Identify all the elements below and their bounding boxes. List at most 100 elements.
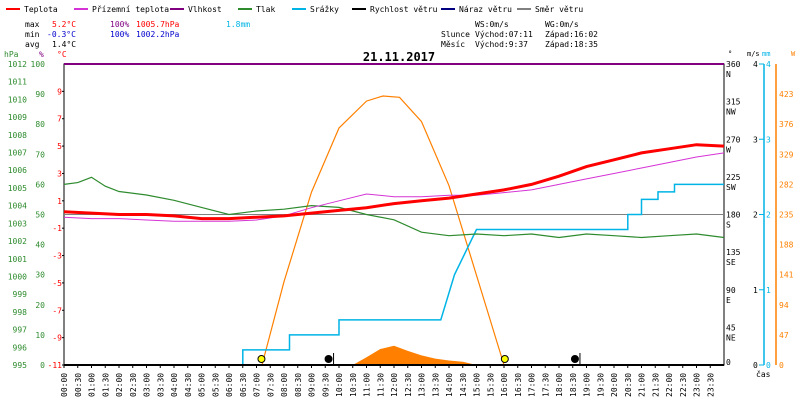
- x-tick-label: 20:30: [624, 373, 633, 397]
- sunset-info: Západ:16:02: [545, 30, 598, 39]
- x-tick-label: 18:00: [555, 373, 564, 397]
- sun-label: Slunce: [441, 30, 470, 39]
- stat-min-pressure: 1002.2hPa: [136, 30, 180, 39]
- direction-compass-label: N: [726, 70, 731, 79]
- x-tick-label: 14:30: [459, 373, 468, 397]
- legend-label-teplota: Teplota: [24, 5, 58, 14]
- solar-axis-label: W: [791, 50, 796, 58]
- rain-tick-label: 4: [766, 60, 771, 69]
- x-tick-label: 07:30: [266, 373, 275, 397]
- direction-tick-label: 0: [726, 358, 731, 367]
- direction-compass-label: NE: [726, 333, 736, 342]
- solar-tick-label: 0: [779, 361, 784, 370]
- legend-label-vlhkost: Vlhkost: [188, 5, 222, 14]
- sun-marker-icon: [500, 355, 509, 363]
- legend-label-srazky: Srážky: [310, 5, 339, 14]
- x-tick-label: 03:30: [156, 373, 165, 397]
- humidity-tick-label: 70: [35, 150, 45, 159]
- x-tick-label: 07:00: [253, 373, 262, 397]
- x-tick-label: 16:00: [500, 373, 509, 397]
- x-tick-label: 01:00: [88, 373, 97, 397]
- x-tick-label: 02:30: [129, 373, 138, 397]
- stat-min-temp: -0.3°C: [47, 30, 76, 39]
- moon-marker-icon: [570, 355, 579, 363]
- x-tick-label: 20:00: [610, 373, 619, 397]
- direction-tick-label: 270: [726, 135, 741, 144]
- solar-tick-label: 188: [779, 241, 794, 250]
- stat-max-pressure: 1005.7hPa: [136, 20, 180, 29]
- stat-max-rain: 1.8mm: [226, 20, 250, 29]
- humidity-tick-label: 20: [35, 301, 45, 310]
- pressure-tick-label: 1002: [8, 237, 27, 246]
- x-tick-label: 11:30: [376, 373, 385, 397]
- x-tick-label: 13:30: [431, 373, 440, 397]
- x-tick-label: 10:30: [349, 373, 358, 397]
- temperature-tick-label: -3: [52, 252, 62, 261]
- x-tick-label: 23:30: [706, 373, 715, 397]
- x-tick-label: 21:00: [638, 373, 647, 397]
- series-layer: [63, 63, 725, 366]
- wind-axis-label: m/s: [747, 50, 760, 58]
- rain-tick-label: 2: [766, 211, 771, 220]
- x-tick-label: 00:00: [60, 373, 69, 397]
- temperature-tick-label: -7: [52, 306, 62, 315]
- axis-ticks: hPa% °C9959969979989991000100110021003100…: [4, 50, 796, 397]
- legend-label-tlak: Tlak: [256, 5, 275, 14]
- humidity-tick-label: 10: [35, 331, 45, 340]
- x-tick-label: 04:30: [184, 373, 193, 397]
- direction-compass-label: E: [726, 296, 731, 305]
- legend-label-naraz-vetru: Náraz větru: [459, 5, 512, 14]
- direction-tick-label: 135: [726, 248, 741, 257]
- sunrise-info: Východ:07:11: [475, 30, 533, 39]
- humidity-tick-label: 100: [31, 60, 46, 69]
- info-panel: WS:0m/s WG:0m/s Slunce Východ:07:11 Zápa…: [441, 20, 598, 49]
- direction-tick-label: 45: [726, 323, 736, 332]
- humidity-tick-label: 40: [35, 241, 45, 250]
- x-tick-label: 00:30: [74, 373, 83, 397]
- wind-tick-label: 0: [753, 361, 758, 370]
- humidity-tick-label: 60: [35, 180, 45, 189]
- chart-title: 21.11.2017: [363, 50, 435, 64]
- solar-measured-area: [352, 345, 477, 365]
- pressure-tick-label: 1006: [8, 166, 27, 175]
- temperature-tick-label: 9: [57, 87, 62, 96]
- x-tick-label: 06:30: [239, 373, 248, 397]
- wind-tick-label: 4: [753, 60, 758, 69]
- pressure-tick-label: 1008: [8, 131, 27, 140]
- x-tick-label: 16:30: [514, 373, 523, 397]
- rain-axis-label: mm: [762, 50, 770, 58]
- humidity-tick-label: 80: [35, 120, 45, 129]
- series-ground-temperature: [63, 152, 725, 222]
- pressure-tick-label: 1012: [8, 60, 27, 69]
- x-tick-label: 19:00: [583, 373, 592, 397]
- wind-tick-label: 1: [753, 286, 758, 295]
- x-axis-label: čas: [756, 369, 771, 379]
- x-tick-label: 04:00: [170, 373, 179, 397]
- series-pressure: [63, 176, 725, 239]
- sun-marker-icon: [257, 355, 266, 363]
- direction-axis-label: °: [728, 50, 732, 58]
- solar-tick-label: 94: [779, 301, 789, 310]
- x-tick-label: 22:30: [679, 373, 688, 397]
- rain-tick-label: 0: [766, 361, 771, 370]
- temperature-tick-label: -11: [48, 361, 63, 370]
- series-temperature: [63, 143, 725, 221]
- wind-tick-label: 2: [753, 211, 758, 220]
- wind-tick-label: 3: [753, 135, 758, 144]
- stat-min-humidity: 100%: [110, 30, 129, 39]
- x-tick-label: 21:30: [651, 373, 660, 397]
- pressure-tick-label: 998: [13, 308, 28, 317]
- pressure-tick-label: 1007: [8, 149, 27, 158]
- stat-max-temp: 5.2°C: [52, 20, 76, 29]
- pressure-tick-label: 1009: [8, 113, 27, 122]
- temperature-tick-label: -1: [52, 224, 62, 233]
- x-tick-label: 12:30: [404, 373, 413, 397]
- direction-tick-label: 180: [726, 211, 741, 220]
- x-tick-label: 09:00: [308, 373, 317, 397]
- x-tick-label: 03:00: [143, 373, 152, 397]
- solar-curve-line: [261, 95, 505, 366]
- stats-panel: max 5.2°C 100% 1005.7hPa 1.8mm min -0.3°…: [25, 20, 250, 49]
- x-tick-label: 05:00: [198, 373, 207, 397]
- legend-label-prizemni-teplota: Přízemní teplota: [92, 5, 169, 14]
